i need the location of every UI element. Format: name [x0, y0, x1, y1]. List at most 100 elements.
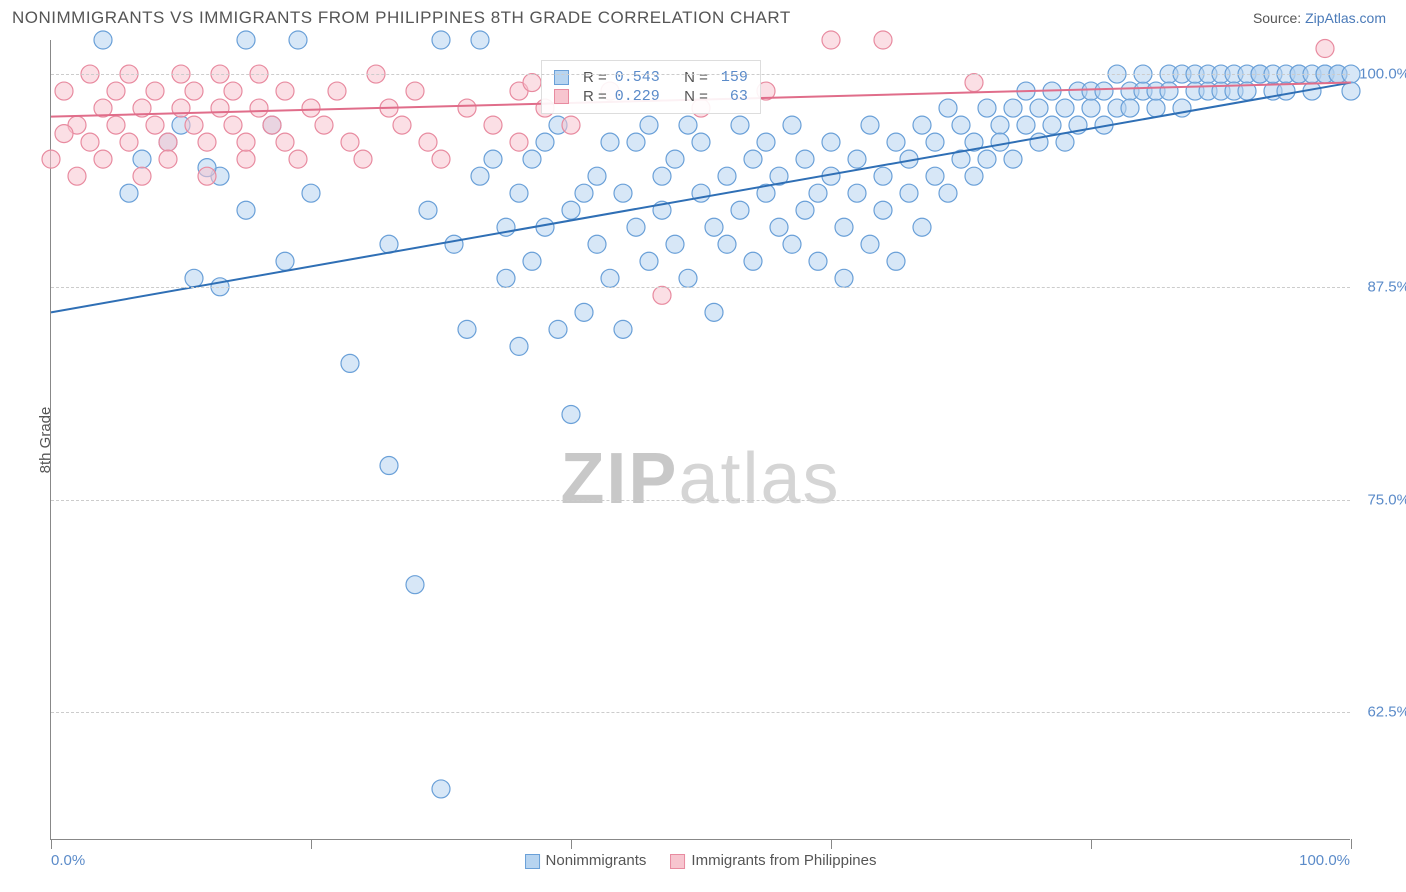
data-point — [185, 116, 203, 134]
xtick — [51, 839, 52, 849]
data-point — [757, 133, 775, 151]
data-point — [861, 116, 879, 134]
data-point — [302, 184, 320, 202]
data-point — [406, 82, 424, 100]
data-point — [471, 31, 489, 49]
chart-container: 8th Grade ZIPatlas R = 0.543 N = 159 R =… — [50, 40, 1390, 840]
data-point — [341, 133, 359, 151]
data-point — [679, 116, 697, 134]
source-label: Source: ZipAtlas.com — [1253, 10, 1386, 26]
data-point — [445, 235, 463, 253]
source-link[interactable]: ZipAtlas.com — [1305, 10, 1386, 26]
data-point — [185, 82, 203, 100]
data-point — [1095, 82, 1113, 100]
data-point — [601, 269, 619, 287]
data-point — [237, 201, 255, 219]
data-point — [224, 82, 242, 100]
data-point — [94, 150, 112, 168]
source-prefix: Source: — [1253, 10, 1305, 26]
data-point — [146, 82, 164, 100]
data-point — [1056, 99, 1074, 117]
data-point — [653, 167, 671, 185]
data-point — [198, 167, 216, 185]
data-point — [510, 133, 528, 151]
data-point — [432, 31, 450, 49]
data-point — [263, 116, 281, 134]
data-point — [874, 201, 892, 219]
data-point — [588, 235, 606, 253]
data-point — [627, 133, 645, 151]
data-point — [666, 235, 684, 253]
data-point — [94, 31, 112, 49]
data-point — [354, 150, 372, 168]
data-point — [614, 320, 632, 338]
data-point — [1017, 116, 1035, 134]
data-point — [731, 201, 749, 219]
legend-stat-row: R = 0.543 N = 159 — [554, 69, 748, 86]
data-point — [861, 235, 879, 253]
data-point — [1056, 133, 1074, 151]
data-point — [848, 150, 866, 168]
r-label: R = — [583, 69, 607, 86]
data-point — [276, 133, 294, 151]
data-point — [81, 133, 99, 151]
data-point — [419, 201, 437, 219]
data-point — [744, 150, 762, 168]
data-point — [133, 167, 151, 185]
data-point — [770, 218, 788, 236]
data-point — [1004, 150, 1022, 168]
n-value: 159 — [716, 69, 748, 86]
data-point — [705, 218, 723, 236]
data-point — [913, 116, 931, 134]
data-point — [159, 150, 177, 168]
legend-swatch — [554, 70, 569, 85]
data-point — [835, 218, 853, 236]
data-point — [289, 31, 307, 49]
data-point — [601, 133, 619, 151]
data-point — [692, 133, 710, 151]
data-point — [224, 116, 242, 134]
data-point — [523, 252, 541, 270]
data-point — [380, 457, 398, 475]
legend-swatch — [670, 854, 685, 869]
legend-item: Nonimmigrants — [525, 852, 647, 869]
data-point — [341, 354, 359, 372]
data-point — [107, 82, 125, 100]
data-point — [276, 252, 294, 270]
r-value: 0.229 — [615, 88, 660, 105]
data-point — [822, 31, 840, 49]
data-point — [536, 218, 554, 236]
data-point — [432, 780, 450, 798]
data-point — [1147, 99, 1165, 117]
xtick — [1351, 839, 1352, 849]
xtick — [831, 839, 832, 849]
ytick-label: 75.0% — [1367, 491, 1406, 508]
data-point — [419, 133, 437, 151]
data-point — [523, 150, 541, 168]
data-point — [406, 576, 424, 594]
data-point — [744, 252, 762, 270]
data-point — [536, 133, 554, 151]
data-point — [1043, 116, 1061, 134]
data-point — [198, 133, 216, 151]
n-label: N = — [684, 88, 708, 105]
plot-area: ZIPatlas R = 0.543 N = 159 R = 0.229 N =… — [50, 40, 1350, 840]
data-point — [328, 82, 346, 100]
x-max-label: 100.0% — [1299, 852, 1350, 869]
data-point — [107, 116, 125, 134]
xtick — [1091, 839, 1092, 849]
data-point — [952, 116, 970, 134]
data-point — [562, 201, 580, 219]
data-point — [237, 150, 255, 168]
legend-bottom: NonimmigrantsImmigrants from Philippines — [525, 852, 877, 869]
data-point — [146, 116, 164, 134]
data-point — [471, 167, 489, 185]
data-point — [1160, 82, 1178, 100]
data-point — [484, 150, 502, 168]
data-point — [575, 303, 593, 321]
r-value: 0.543 — [615, 69, 660, 86]
data-point — [42, 150, 60, 168]
n-value: 63 — [716, 88, 748, 105]
data-point — [497, 269, 515, 287]
data-point — [185, 269, 203, 287]
